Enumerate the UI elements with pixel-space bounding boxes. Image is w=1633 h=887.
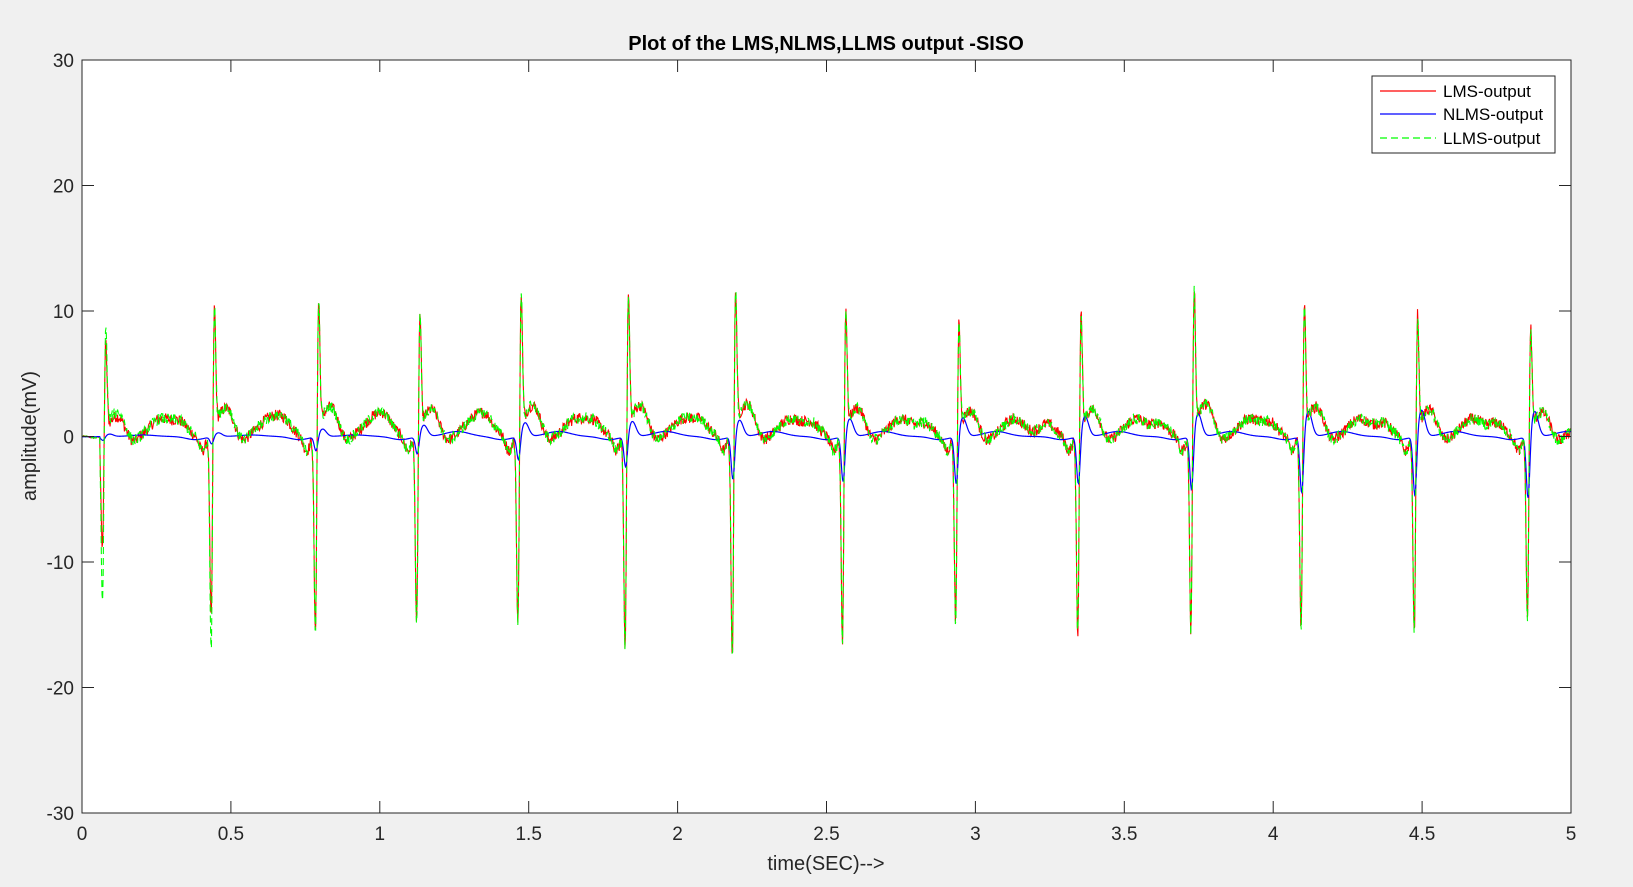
x-tick-label: 2 [672, 824, 683, 845]
x-tick-label: 1.5 [515, 824, 541, 845]
y-tick-label: -20 [47, 679, 74, 700]
chart-title: Plot of the LMS,NLMS,LLMS output -SISO [628, 33, 1024, 55]
series-layer [81, 285, 1572, 654]
x-tick-label: 0.5 [218, 824, 244, 845]
y-tick-label: 10 [53, 302, 74, 323]
x-tick-label: 4.5 [1409, 824, 1435, 845]
legend-label-llms: LLMS-output [1443, 129, 1541, 148]
x-tick-label: 0 [77, 824, 88, 845]
y-tick-label: 30 [53, 51, 74, 72]
legend-label-lms: LMS-output [1443, 82, 1531, 101]
legend: LMS-output NLMS-output LLMS-output [1371, 75, 1556, 154]
y-tick-label: -30 [47, 804, 74, 825]
x-tick-label: 1 [375, 824, 386, 845]
x-axis-ticks: 0 0.5 1 1.5 2 2.5 3 3.5 4 4.5 5 [77, 60, 1577, 845]
y-axis-ticks: -30 -20 -10 0 10 20 30 [47, 51, 1571, 825]
y-axis-label: amplitude(mV) [19, 371, 41, 501]
y-tick-label: -10 [47, 553, 74, 574]
x-tick-label: 3.5 [1111, 824, 1137, 845]
x-tick-label: 3 [970, 824, 981, 845]
series-line-llms-output [81, 285, 1572, 654]
x-axis-label: time(SEC)--> [767, 853, 884, 875]
x-tick-label: 5 [1566, 824, 1577, 845]
legend-label-nlms: NLMS-output [1443, 105, 1543, 124]
series-line-nlms-output [81, 409, 1572, 498]
x-tick-label: 2.5 [813, 824, 839, 845]
y-tick-label: 20 [53, 177, 74, 198]
y-tick-label: 0 [63, 428, 74, 449]
x-tick-label: 4 [1268, 824, 1279, 845]
